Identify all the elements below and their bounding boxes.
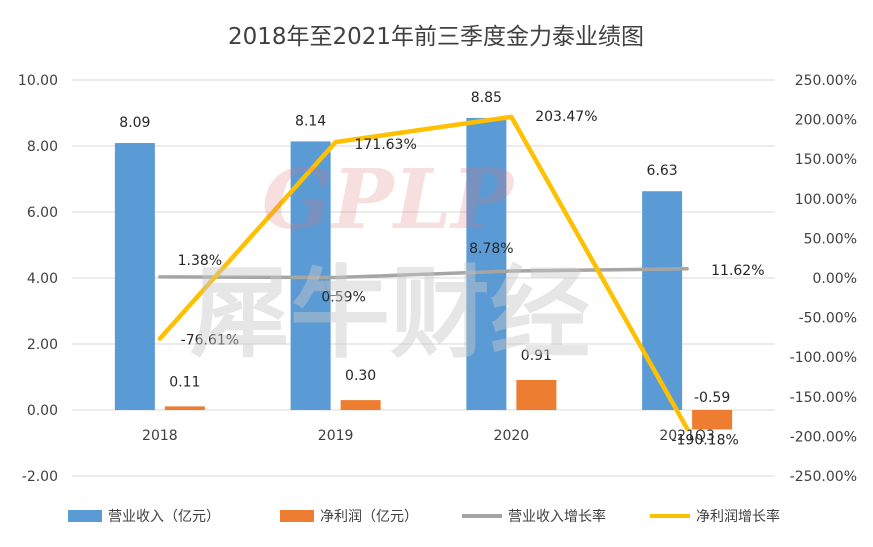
left-tick-label: 6.00: [27, 205, 58, 221]
left-tick-label: -2.00: [22, 469, 58, 485]
right-tick-label: 200.00%: [795, 113, 857, 129]
data-labels: 8.09 8.14 8.85 6.63 0.11 0.30 0.91 -0.59 1.38% 0.…: [119, 90, 764, 449]
bar-revenue: [466, 117, 507, 410]
right-tick-label: 50.00%: [804, 231, 857, 247]
legend: 营业收入（亿元） 净利润（亿元） 营业收入增长率 净利润增长率: [68, 508, 780, 525]
right-tick-label: -50.00%: [799, 311, 857, 327]
net-profit-value-label: -0.59: [694, 390, 730, 406]
revenue-growth-label: 11.62%: [711, 263, 764, 279]
bar-net-profit: [164, 406, 205, 410]
legend-label: 营业收入（亿元）: [108, 509, 220, 525]
leader-line: [323, 281, 340, 297]
chart-title: 2018年至2021年前三季度金力泰业绩图: [228, 24, 644, 50]
net-profit-value-label: 0.11: [169, 374, 200, 390]
bar-net-profit: [692, 410, 733, 430]
legend-swatch: [280, 510, 314, 522]
revenue-growth-label: 8.78%: [469, 241, 513, 257]
profit-growth-label: -76.61%: [181, 333, 239, 349]
right-tick-label: -200.00%: [790, 429, 857, 445]
left-tick-label: 4.00: [27, 271, 58, 287]
revenue-growth-label: 0.59%: [321, 290, 365, 306]
left-tick-label: 8.00: [27, 139, 58, 155]
left-tick-label: 2.00: [27, 337, 58, 353]
right-tick-label: -150.00%: [790, 390, 857, 406]
category-label: 2020: [494, 428, 530, 444]
watermark-latin: GPLP: [262, 152, 515, 248]
revenue-value-label: 8.85: [471, 90, 502, 106]
net-profit-value-label: 0.30: [345, 368, 376, 384]
net-profit-value-label: 0.91: [521, 348, 552, 364]
left-tick-label: 0.00: [27, 403, 58, 419]
profit-growth-label: 171.63%: [354, 137, 416, 153]
revenue-value-label: 8.09: [119, 115, 150, 131]
category-label: 2019: [318, 428, 354, 444]
profit-growth-line: [157, 114, 690, 431]
right-tick-label: 0.00%: [813, 271, 857, 287]
right-tick-label: 150.00%: [795, 152, 857, 168]
right-tick-label: -100.00%: [790, 350, 857, 366]
left-tick-label: 10.00: [18, 73, 58, 89]
legend-label: 净利润增长率: [696, 508, 780, 525]
watermark-chinese: 犀牛财经: [190, 255, 590, 372]
category-label: 2021Q3: [659, 428, 715, 444]
revenue-value-label: 8.14: [295, 113, 326, 129]
legend-swatch: [68, 510, 102, 522]
right-tick-label: -250.00%: [790, 469, 857, 485]
bar-revenue: [642, 191, 683, 410]
lines: [157, 114, 690, 431]
revenue-value-label: 6.63: [647, 163, 678, 179]
profit-growth-label: -190.18%: [671, 433, 738, 449]
right-tick-label: 250.00%: [795, 73, 857, 89]
profit-growth-label: 203.47%: [535, 109, 597, 125]
right-axis: 250.00% 200.00% 150.00% 100.00% 50.00% 0.00% -…: [790, 73, 857, 485]
category-label: 2018: [142, 428, 178, 444]
category-labels: 2018 2019 2020 2021Q3: [142, 428, 715, 444]
revenue-growth-label: 1.38%: [178, 253, 222, 269]
left-axis: 10.00 8.00 6.00 4.00 2.00 0.00 -2.00: [18, 73, 58, 485]
bar-revenue: [114, 143, 155, 410]
bar-net-profit: [516, 379, 557, 410]
legend-label: 营业收入增长率: [508, 508, 606, 525]
watermark: GPLP 犀牛财经: [190, 152, 590, 372]
right-tick-label: 100.00%: [795, 192, 857, 208]
legend-label: 净利润（亿元）: [320, 509, 418, 525]
bar-net-profit: [340, 400, 381, 410]
